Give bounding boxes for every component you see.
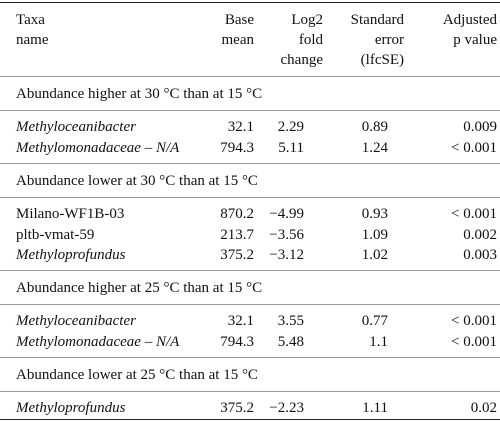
value-cell: < 0.001 [451, 139, 497, 156]
taxa-name: Methyloceanibacter [16, 119, 136, 135]
section-title: Abundance higher at 25 °C than at 15 °C [16, 280, 263, 296]
section-rule [0, 391, 500, 392]
value-cell: 0.003 [463, 247, 497, 263]
value-cell: 32.1 [227, 313, 254, 329]
value-cell: 1.24 [361, 139, 388, 156]
value-cell: 3.55 [277, 313, 304, 329]
taxa-name: Methylomonadaceae – N/A [16, 139, 180, 156]
value-cell: 213.7 [220, 226, 254, 243]
value-cell: 0.77 [361, 313, 388, 329]
value-cell: 1.02 [361, 247, 388, 263]
value-cell: 0.89 [361, 119, 388, 135]
column-header: name [16, 32, 49, 48]
value-cell: −3.56 [269, 226, 304, 243]
value-cell: 1.09 [361, 226, 388, 243]
value-cell: 794.3 [220, 333, 254, 350]
taxa-name: Methyloprofundus [16, 400, 126, 416]
section-end-rule [0, 163, 500, 164]
taxa-name: Methyloprofundus [16, 247, 126, 263]
value-cell: −3.12 [269, 247, 304, 263]
section-end-rule [0, 357, 500, 358]
value-cell: 870.2 [220, 206, 254, 222]
value-cell: 375.2 [220, 400, 254, 416]
column-header: fold [298, 32, 323, 48]
value-cell: < 0.001 [451, 313, 497, 329]
value-cell: < 0.001 [451, 333, 497, 350]
value-cell: 0.02 [470, 400, 497, 416]
section-title: Abundance lower at 25 °C than at 15 °C [16, 367, 258, 383]
value-cell: < 0.001 [451, 206, 497, 222]
value-cell: 0.002 [463, 226, 497, 243]
value-cell: 794.3 [220, 139, 254, 156]
value-cell: 375.2 [220, 247, 254, 263]
value-cell: 5.48 [277, 333, 304, 350]
section-title: Abundance lower at 30 °C than at 15 °C [16, 173, 258, 189]
taxa-name: Methyloceanibacter [16, 313, 136, 329]
column-header: Adjusted [442, 12, 497, 28]
taxa-name: pltb-vmat-59 [16, 226, 95, 243]
column-header: p value [453, 32, 497, 48]
value-cell: 1.1 [369, 333, 388, 350]
taxa-name: Methylomonadaceae – N/A [16, 333, 180, 350]
section-rule [0, 110, 500, 111]
value-cell: 1.11 [362, 400, 388, 416]
section-rule [0, 197, 500, 198]
column-header: (lfcSE) [360, 52, 404, 68]
section-rule [0, 304, 500, 305]
bottom-rule [0, 419, 500, 420]
section-end-rule [0, 270, 500, 271]
column-header: Base [224, 12, 254, 28]
column-header: Standard [350, 12, 404, 28]
value-cell: −4.99 [269, 206, 304, 222]
value-cell: 5.11 [278, 139, 304, 156]
column-header: Taxa [16, 12, 45, 28]
taxa-name: Milano-WF1B-03 [16, 206, 125, 222]
value-cell: 2.29 [277, 119, 304, 135]
top-rule [0, 2, 500, 3]
column-header: Log2 [291, 12, 323, 28]
column-header: mean [221, 32, 254, 48]
column-header: change [280, 52, 323, 68]
section-title: Abundance higher at 30 °C than at 15 °C [16, 86, 263, 102]
header-rule [0, 76, 500, 77]
value-cell: 32.1 [227, 119, 254, 135]
value-cell: 0.93 [361, 206, 388, 222]
column-header: error [374, 32, 404, 48]
value-cell: −2.23 [269, 400, 304, 416]
value-cell: 0.009 [463, 119, 497, 135]
